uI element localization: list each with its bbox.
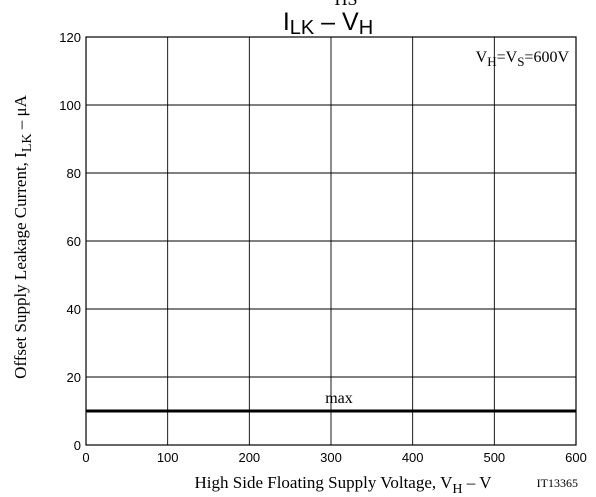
y-axis-title: Offset Supply Leakage Current, ILK – μA bbox=[11, 94, 35, 379]
x-tick-label-0: 0 bbox=[82, 450, 89, 465]
plot-area bbox=[85, 36, 577, 446]
x-axis-title: High Side Floating Supply Voltage, VH – … bbox=[195, 473, 493, 497]
plot-frame bbox=[85, 36, 577, 446]
grid-lines bbox=[85, 36, 577, 446]
y-tick-labels: 0 20 40 60 80 100 120 bbox=[59, 30, 81, 453]
series-label-max: max bbox=[325, 390, 353, 407]
x-tick-label-100: 100 bbox=[157, 450, 179, 465]
y-tick-label-20: 20 bbox=[67, 370, 81, 385]
y-tick-label-100: 100 bbox=[59, 98, 81, 113]
x-tick-labels: 0 100 200 300 400 500 600 bbox=[82, 450, 586, 465]
x-tick-label-200: 200 bbox=[238, 450, 260, 465]
y-tick-label-0: 0 bbox=[74, 438, 81, 453]
title-top-fragment: HS bbox=[334, 0, 357, 9]
y-tick-label-60: 60 bbox=[67, 234, 81, 249]
x-tick-label-500: 500 bbox=[483, 450, 505, 465]
condition-label: VH=VS=600V bbox=[476, 49, 570, 69]
x-tick-label-300: 300 bbox=[320, 450, 342, 465]
x-tick-label-600: 600 bbox=[565, 450, 587, 465]
y-tick-label-80: 80 bbox=[67, 166, 81, 181]
x-tick-label-400: 400 bbox=[402, 450, 424, 465]
y-tick-label-120: 120 bbox=[59, 30, 81, 45]
figure-id: IT13365 bbox=[537, 476, 578, 490]
y-tick-label-40: 40 bbox=[67, 302, 81, 317]
chart-title: ILK – VH bbox=[283, 8, 373, 39]
